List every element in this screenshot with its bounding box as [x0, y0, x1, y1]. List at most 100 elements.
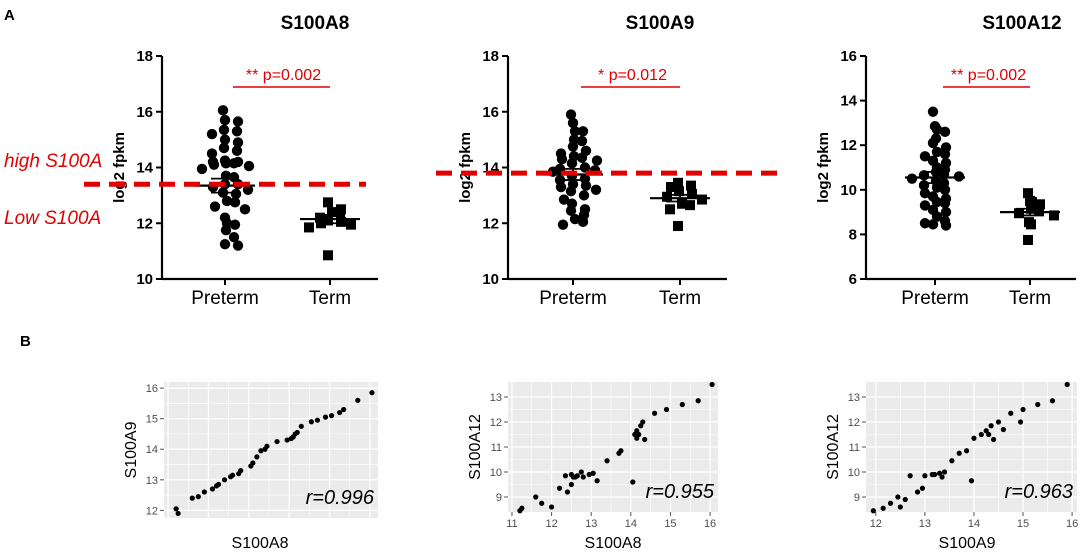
data-point-term: [666, 182, 676, 193]
scatter-point: [314, 417, 321, 423]
data-point-preterm: [219, 134, 231, 145]
chart-title: S100A12: [982, 13, 1061, 34]
scatter-point: [341, 406, 347, 413]
data-point-term: [315, 212, 325, 223]
dot-plot-3: S100A12 6 8 10 12 14 16 Preterm Term log2 fpkm ** …: [815, 13, 1076, 309]
scatter-point: [642, 436, 648, 443]
scatter-point: [663, 406, 670, 413]
scatter-point: [709, 381, 715, 388]
scatter-plot-3: 9 10 11 12 13 12 13 14 15 16 r=0.963 S100A9 S100A12: [825, 381, 1078, 552]
x-tick-label: 12: [545, 518, 557, 530]
data-point-preterm: [919, 218, 931, 229]
scatter-point: [870, 508, 876, 514]
data-point-term: [674, 186, 684, 197]
scatter-point: [949, 458, 955, 464]
scatter-point: [986, 431, 992, 438]
scatter-point: [630, 479, 636, 485]
data-point-preterm: [927, 106, 939, 117]
data-point-term: [346, 219, 356, 230]
y-tick-label: 11: [849, 442, 860, 454]
correlation-label: r=0.996: [306, 487, 375, 509]
data-point-term: [1023, 234, 1033, 245]
data-point-preterm: [577, 126, 589, 137]
data-point-preterm: [206, 148, 218, 159]
data-point-term: [323, 250, 333, 261]
scatter-point: [221, 477, 228, 483]
scatter-point: [580, 474, 586, 480]
scatter-plot-2: 9 10 11 12 13 11 12 13 14 15 16 r=0.955 S100A8 S100A1…: [467, 381, 718, 552]
scatter-point: [201, 489, 207, 495]
x-tick-label: 15: [1017, 518, 1029, 530]
scatter-point: [195, 494, 201, 500]
data-point-preterm: [218, 142, 230, 154]
data-point-preterm: [558, 194, 570, 205]
scatter-point: [652, 410, 658, 416]
scatter-point: [294, 429, 300, 436]
data-point-preterm: [578, 190, 590, 201]
low-s100a-label: Low S100A: [4, 208, 101, 229]
data-point-term: [327, 207, 337, 218]
scatter-point: [254, 454, 260, 460]
data-point-preterm: [242, 184, 254, 195]
data-point-preterm: [576, 152, 588, 163]
data-point-preterm: [939, 148, 951, 160]
threshold-annotation: high S100A Low S100A: [4, 151, 102, 229]
scatter-point: [369, 390, 375, 396]
scatter-point: [322, 414, 329, 420]
y-tick-label: 12: [482, 215, 499, 232]
scatter-point: [556, 485, 563, 491]
data-point-preterm: [927, 137, 939, 149]
data-point-preterm: [219, 238, 231, 250]
y-tick-label: 12: [146, 505, 158, 517]
y-axis-label: log2 fpkm: [457, 132, 474, 203]
scatter-point: [533, 494, 539, 500]
chart-title: S100A8: [281, 13, 350, 34]
y-tick-label: 13: [490, 392, 502, 404]
data-point-preterm: [557, 219, 569, 230]
data-point-preterm: [576, 135, 588, 147]
scatter-point: [1000, 426, 1006, 433]
y-tick-label: 18: [482, 48, 499, 65]
data-point-term: [1035, 199, 1045, 210]
scatter-point: [175, 510, 181, 517]
scatter-point: [902, 496, 908, 503]
data-point-preterm: [569, 126, 581, 137]
scatter-point: [1020, 406, 1026, 413]
x-tick-label: Term: [659, 288, 701, 309]
scatter-point: [519, 505, 525, 511]
x-tick-label: 12: [870, 518, 882, 530]
scatter-point: [328, 413, 335, 419]
y-tick-label: 10: [848, 467, 860, 479]
data-point-preterm: [239, 204, 251, 215]
data-point-term: [662, 191, 672, 202]
data-point-preterm: [556, 153, 568, 165]
data-point-term: [304, 222, 314, 233]
dot-plot-1: S100A8 10 12 14 16 18 Preterm Term log2 fpkm ** p…: [111, 13, 378, 309]
scatter-point: [1017, 419, 1024, 425]
x-tick-label: 14: [625, 518, 637, 530]
data-point-term: [673, 221, 683, 232]
scatter-point: [636, 431, 642, 438]
data-point-preterm: [209, 201, 221, 212]
scatter-point: [907, 473, 913, 479]
data-point-term: [1049, 210, 1059, 221]
scatter-point: [298, 423, 304, 429]
data-point-preterm: [221, 195, 233, 207]
x-tick-label: 14: [968, 518, 980, 530]
scatter-point: [258, 448, 264, 454]
y-tick-label: 14: [840, 93, 857, 110]
x-axis-label: S100A8: [585, 535, 642, 552]
scatter-point: [586, 471, 592, 478]
data-point-preterm: [931, 211, 943, 222]
y-tick-label: 10: [490, 467, 502, 479]
scatter-point: [922, 473, 928, 479]
scatter-point: [941, 469, 948, 475]
scatter-point: [897, 504, 903, 510]
scatter-point: [618, 448, 624, 454]
y-tick-label: 9: [854, 492, 860, 504]
scatter-point: [695, 398, 701, 404]
scatter-point: [919, 485, 926, 491]
y-axis-label: S100A12: [467, 414, 484, 480]
data-point-preterm: [919, 187, 931, 199]
